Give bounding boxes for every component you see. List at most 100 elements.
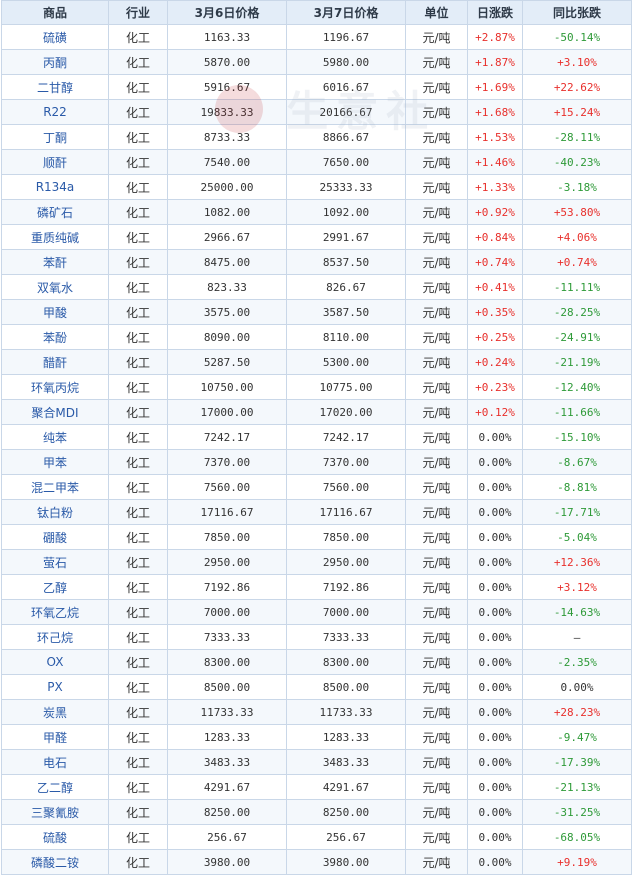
price-mar6-cell: 3483.33 [167, 749, 287, 775]
table-row: 磷酸二铵 化工 3980.00 3980.00 元/吨 0.00% +9.19% [1, 849, 632, 875]
commodity-name-link[interactable]: 硫酸 [1, 824, 109, 850]
industry-cell: 化工 [108, 249, 168, 275]
daily-change-cell: +0.41% [467, 274, 523, 300]
header-daily-change[interactable]: 日涨跌 [467, 0, 523, 25]
commodity-name-link[interactable]: 炭黑 [1, 699, 109, 725]
commodity-name-link[interactable]: 钛白粉 [1, 499, 109, 525]
commodity-name-link[interactable]: 环己烷 [1, 624, 109, 650]
commodity-name-link[interactable]: 双氧水 [1, 274, 109, 300]
price-mar6-cell: 8250.00 [167, 799, 287, 825]
daily-change-cell: +0.74% [467, 249, 523, 275]
commodity-name-link[interactable]: 环氧乙烷 [1, 599, 109, 625]
commodity-name-link[interactable]: 甲酸 [1, 299, 109, 325]
commodity-name-link[interactable]: 甲醛 [1, 724, 109, 750]
commodity-name-link[interactable]: 磷酸二铵 [1, 849, 109, 875]
table-row: 混二甲苯 化工 7560.00 7560.00 元/吨 0.00% -8.81% [1, 474, 632, 500]
daily-change-cell: 0.00% [467, 799, 523, 825]
commodity-name-link[interactable]: 聚合MDI [1, 399, 109, 425]
commodity-name-link[interactable]: OX [1, 649, 109, 675]
unit-cell: 元/吨 [405, 649, 468, 675]
unit-cell: 元/吨 [405, 199, 468, 225]
unit-cell: 元/吨 [405, 574, 468, 600]
commodity-name-link[interactable]: 三聚氰胺 [1, 799, 109, 825]
industry-cell: 化工 [108, 299, 168, 325]
daily-change-cell: +0.12% [467, 399, 523, 425]
yoy-change-cell: +3.10% [522, 49, 632, 75]
unit-cell: 元/吨 [405, 674, 468, 700]
price-mar7-cell: 5300.00 [286, 349, 406, 375]
industry-cell: 化工 [108, 724, 168, 750]
commodity-name-link[interactable]: PX [1, 674, 109, 700]
table-row: 重质纯碱 化工 2966.67 2991.67 元/吨 +0.84% +4.06% [1, 224, 632, 250]
commodity-name-link[interactable]: R22 [1, 99, 109, 125]
price-mar7-cell: 2991.67 [286, 224, 406, 250]
commodity-name-link[interactable]: 丙酮 [1, 49, 109, 75]
table-row: 炭黑 化工 11733.33 11733.33 元/吨 0.00% +28.23% [1, 699, 632, 725]
industry-cell: 化工 [108, 624, 168, 650]
price-mar7-cell: 1283.33 [286, 724, 406, 750]
daily-change-cell: 0.00% [467, 749, 523, 775]
header-industry[interactable]: 行业 [108, 0, 168, 25]
yoy-change-cell: -14.63% [522, 599, 632, 625]
commodity-name-link[interactable]: 苯酐 [1, 249, 109, 275]
industry-cell: 化工 [108, 149, 168, 175]
table-row: 乙二醇 化工 4291.67 4291.67 元/吨 0.00% -21.13% [1, 774, 632, 800]
daily-change-cell: +0.84% [467, 224, 523, 250]
header-price-mar7[interactable]: 3月7日价格 [286, 0, 406, 25]
price-mar6-cell: 7000.00 [167, 599, 287, 625]
price-mar7-cell: 256.67 [286, 824, 406, 850]
unit-cell: 元/吨 [405, 74, 468, 100]
table-row: 钛白粉 化工 17116.67 17116.67 元/吨 0.00% -17.71% [1, 499, 632, 525]
unit-cell: 元/吨 [405, 549, 468, 575]
header-unit[interactable]: 单位 [405, 0, 468, 25]
yoy-change-cell: +0.74% [522, 249, 632, 275]
daily-change-cell: +0.25% [467, 324, 523, 350]
yoy-change-cell: -21.13% [522, 774, 632, 800]
price-mar6-cell: 7370.00 [167, 449, 287, 475]
yoy-change-cell: -17.71% [522, 499, 632, 525]
table-row: 萤石 化工 2950.00 2950.00 元/吨 0.00% +12.36% [1, 549, 632, 575]
commodity-name-link[interactable]: 甲苯 [1, 449, 109, 475]
yoy-change-cell: -11.11% [522, 274, 632, 300]
commodity-name-link[interactable]: 乙醇 [1, 574, 109, 600]
yoy-change-cell: 0.00% [522, 674, 632, 700]
yoy-change-cell: -12.40% [522, 374, 632, 400]
commodity-name-link[interactable]: 混二甲苯 [1, 474, 109, 500]
commodity-name-link[interactable]: 乙二醇 [1, 774, 109, 800]
commodity-name-link[interactable]: 纯苯 [1, 424, 109, 450]
commodity-name-link[interactable]: 萤石 [1, 549, 109, 575]
daily-change-cell: 0.00% [467, 574, 523, 600]
price-mar7-cell: 17020.00 [286, 399, 406, 425]
price-mar7-cell: 3587.50 [286, 299, 406, 325]
commodity-name-link[interactable]: 硫磺 [1, 24, 109, 50]
commodity-name-link[interactable]: 苯酚 [1, 324, 109, 350]
commodity-name-link[interactable]: 硼酸 [1, 524, 109, 550]
price-mar7-cell: 11733.33 [286, 699, 406, 725]
commodity-name-link[interactable]: 重质纯碱 [1, 224, 109, 250]
unit-cell: 元/吨 [405, 149, 468, 175]
table-row: 硼酸 化工 7850.00 7850.00 元/吨 0.00% -5.04% [1, 524, 632, 550]
yoy-change-cell: +28.23% [522, 699, 632, 725]
unit-cell: 元/吨 [405, 749, 468, 775]
yoy-change-cell: -15.10% [522, 424, 632, 450]
commodity-name-link[interactable]: 二甘醇 [1, 74, 109, 100]
daily-change-cell: +0.24% [467, 349, 523, 375]
commodity-name-link[interactable]: 磷矿石 [1, 199, 109, 225]
price-mar7-cell: 7650.00 [286, 149, 406, 175]
header-yoy-change[interactable]: 同比张跌 [522, 0, 632, 25]
daily-change-cell: 0.00% [467, 824, 523, 850]
unit-cell: 元/吨 [405, 324, 468, 350]
table-row: 苯酚 化工 8090.00 8110.00 元/吨 +0.25% -24.91% [1, 324, 632, 350]
yoy-change-cell: +15.24% [522, 99, 632, 125]
table-row: R22 化工 19833.33 20166.67 元/吨 +1.68% +15.24% [1, 99, 632, 125]
industry-cell: 化工 [108, 224, 168, 250]
header-price-mar6[interactable]: 3月6日价格 [167, 0, 287, 25]
commodity-name-link[interactable]: 环氧丙烷 [1, 374, 109, 400]
daily-change-cell: +1.68% [467, 99, 523, 125]
commodity-name-link[interactable]: R134a [1, 174, 109, 200]
commodity-name-link[interactable]: 电石 [1, 749, 109, 775]
header-commodity[interactable]: 商品 [1, 0, 109, 25]
commodity-name-link[interactable]: 顺酐 [1, 149, 109, 175]
commodity-name-link[interactable]: 丁酮 [1, 124, 109, 150]
commodity-name-link[interactable]: 醋酐 [1, 349, 109, 375]
